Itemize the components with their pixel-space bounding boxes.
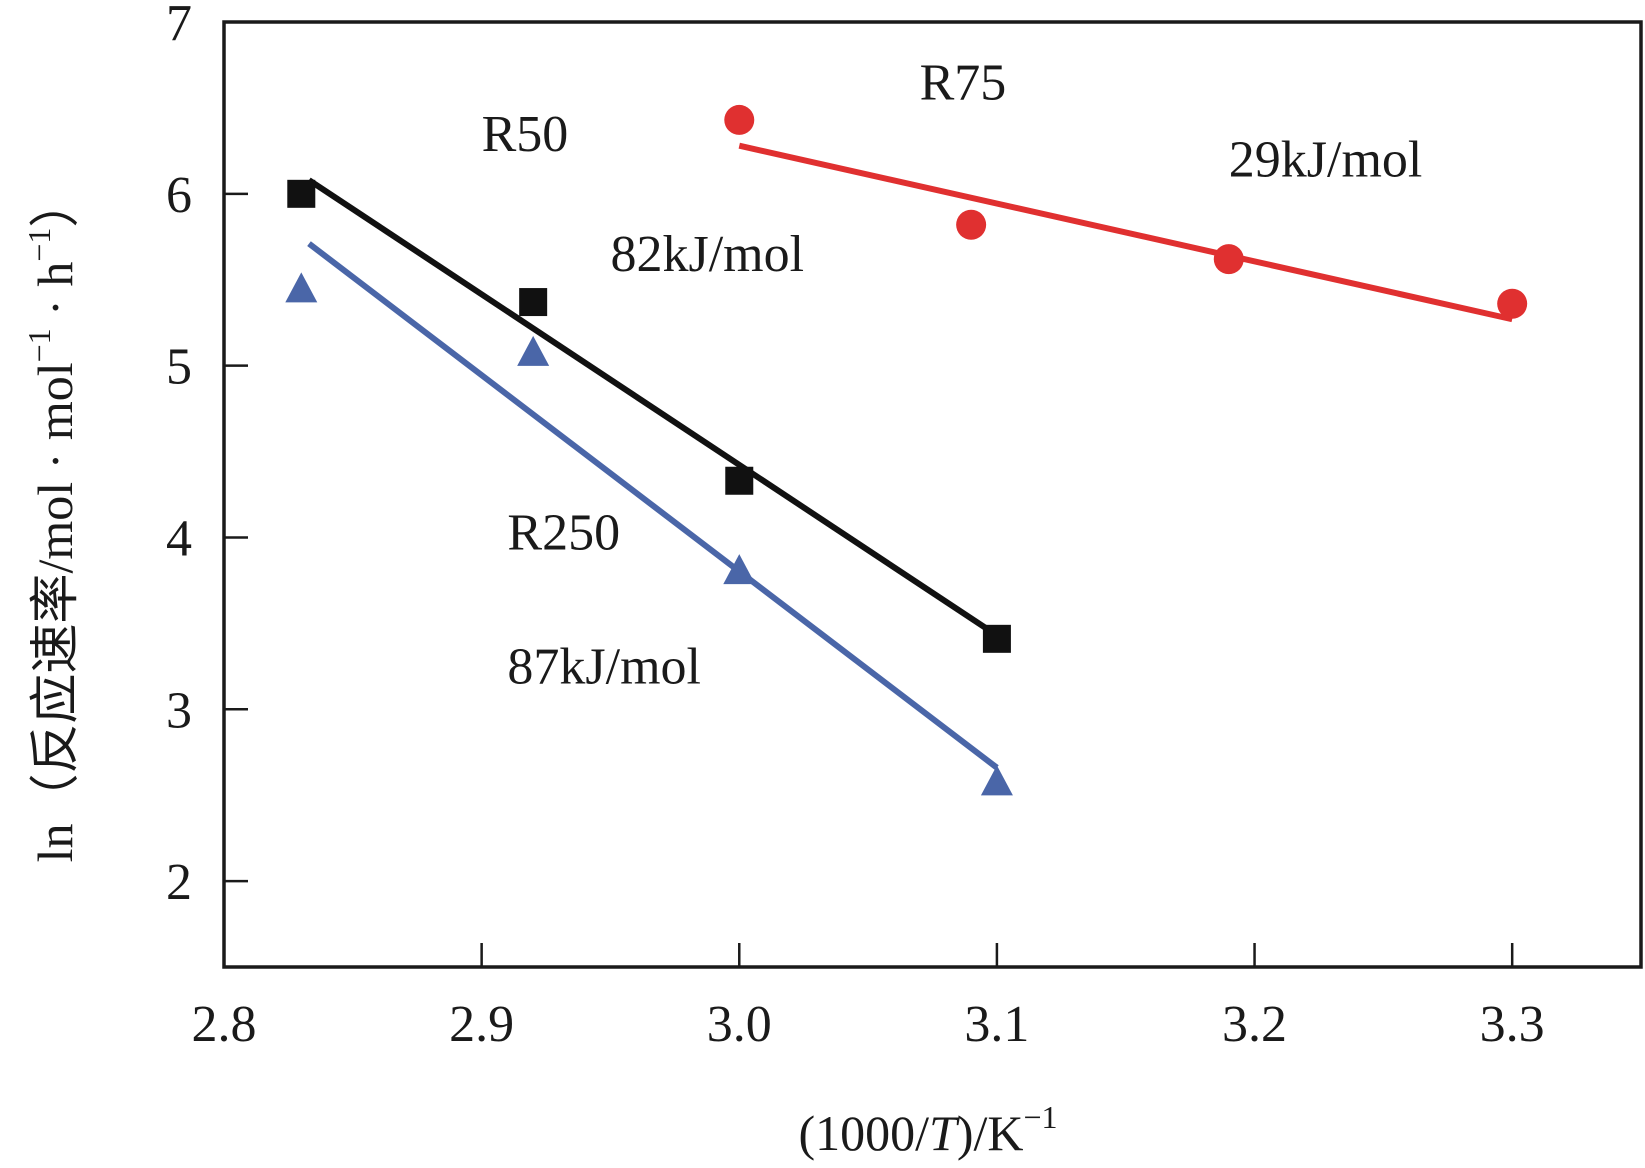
y-tick-label: 5	[166, 339, 192, 396]
x-axis-title-italic: T	[929, 1105, 960, 1161]
point-r50	[725, 466, 754, 495]
fit-lines	[307, 142, 1513, 771]
annotation-label: 82kJ/mol	[610, 226, 804, 283]
x-axis-title-sup: −1	[1023, 1099, 1057, 1135]
x-tick-label: 2.9	[449, 996, 514, 1053]
point-r75	[724, 104, 755, 135]
fit-line-r250	[307, 241, 999, 771]
point-r250	[517, 335, 550, 366]
annotation-label: R75	[920, 54, 1007, 111]
annotations: R50 82kJ/mol R250 87kJ/mol R75 29kJ/mol	[482, 54, 1423, 695]
y-tick-label: 4	[166, 510, 192, 567]
point-r75	[956, 209, 987, 240]
x-tick-label: 3.2	[1222, 996, 1287, 1053]
data-markers	[285, 104, 1528, 796]
annotation-label: 29kJ/mol	[1229, 132, 1423, 189]
x-axis-title-suffix: )/K	[957, 1105, 1024, 1161]
plot-frame	[222, 20, 1643, 969]
y-axis-title-sup2: −1	[21, 228, 57, 262]
y-axis-title-base: ln（反应速率/mol · mol	[27, 362, 83, 862]
x-tick-label: 3.0	[707, 996, 772, 1053]
annotation-label: 87kJ/mol	[507, 639, 701, 696]
axes	[222, 20, 1643, 969]
point-r50	[287, 179, 316, 208]
fit-line-r50	[307, 177, 999, 638]
point-r50	[982, 624, 1011, 653]
point-r250	[285, 272, 318, 303]
point-r250	[723, 554, 756, 585]
y-axis-title-sup1: −1	[21, 328, 57, 362]
y-axis-title: ln（反应速率/mol · mol−1 · h−1）	[21, 178, 83, 863]
x-tick-label: 3.1	[964, 996, 1029, 1053]
x-axis-title: (1000/T)/K−1	[798, 1099, 1057, 1161]
fit-line-r75	[738, 142, 1513, 323]
x-axis-title-prefix: (1000/	[798, 1105, 929, 1161]
ticks: 2.8 2.9 3.0 3.1 3.2 3.3 2 3 4 5 6 7	[166, 0, 1545, 1053]
y-axis-title-mid: · h	[27, 262, 83, 329]
point-r50	[519, 288, 548, 317]
point-r250	[980, 765, 1013, 796]
y-tick-label: 3	[166, 682, 192, 739]
y-tick-label: 6	[166, 167, 192, 224]
point-r75	[1213, 244, 1244, 275]
y-axis-title-end: ）	[27, 178, 83, 228]
x-tick-label: 2.8	[192, 996, 257, 1053]
annotation-label: R50	[482, 106, 569, 163]
point-r75	[1497, 288, 1528, 319]
annotation-label: R250	[507, 504, 620, 561]
y-tick-label: 2	[166, 854, 192, 911]
y-tick-label: 7	[166, 0, 192, 52]
x-tick-label: 3.3	[1480, 996, 1545, 1053]
